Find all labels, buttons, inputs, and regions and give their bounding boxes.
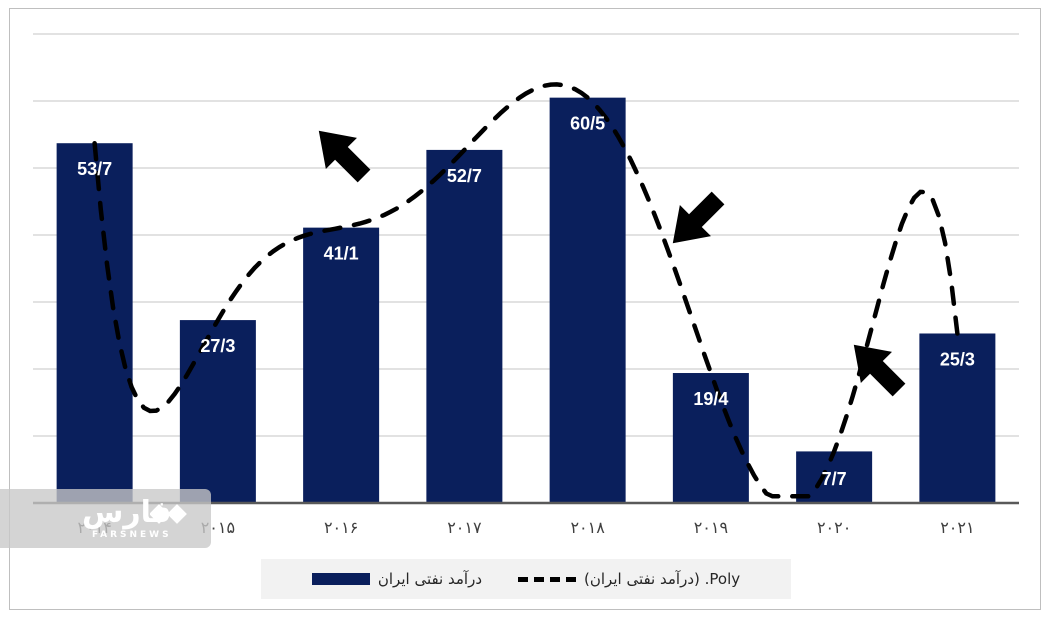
bar: [919, 333, 996, 503]
legend-trend-label: Poly. (درآمد نفتی ایران): [584, 570, 741, 588]
bar: [426, 149, 503, 503]
x-tick-label: ۲۰۲۰: [817, 518, 851, 537]
bar: [56, 143, 133, 503]
bar: [549, 97, 626, 504]
data-label: 27/3: [200, 336, 235, 356]
legend: درآمد نفتی ایران Poly. (درآمد نفتی ایران…: [261, 559, 791, 599]
legend-bar-swatch: [311, 573, 370, 585]
trend-arrow-up-icon: [318, 130, 371, 183]
data-label: 41/1: [324, 244, 359, 264]
watermark: فارس FARSNEWS: [0, 489, 211, 548]
data-label: 19/4: [693, 389, 728, 409]
x-tick-label: ۲۰۱۸: [570, 518, 605, 537]
data-label: 7/7: [822, 469, 847, 489]
x-tick-label: ۲۰۲۱: [940, 518, 974, 537]
x-tick-label: ۲۰۱۹: [694, 518, 728, 537]
legend-item-bars: درآمد نفتی ایران: [311, 570, 483, 588]
legend-item-trend: Poly. (درآمد نفتی ایران): [518, 570, 740, 588]
trend-arrow-down-icon: [672, 191, 725, 244]
data-label: 25/3: [940, 349, 975, 369]
x-tick-label: ۲۰۱۷: [447, 518, 482, 537]
bar: [303, 227, 380, 503]
trend-line: [92, 82, 960, 499]
x-tick-label: ۲۰۱۶: [324, 518, 358, 537]
legend-bar-label: درآمد نفتی ایران: [377, 570, 483, 588]
watermark-sub: FARSNEWS: [92, 530, 172, 540]
data-label: 53/7: [77, 159, 112, 179]
trend-arrow-up-icon: [853, 344, 906, 397]
data-label: 60/5: [570, 114, 605, 134]
legend-trend-swatch: [518, 576, 577, 582]
watermark-brand: فارس: [82, 495, 172, 530]
bar: [179, 320, 256, 503]
data-label: 52/7: [447, 166, 482, 186]
farsnews-logo-icon: [150, 504, 187, 524]
